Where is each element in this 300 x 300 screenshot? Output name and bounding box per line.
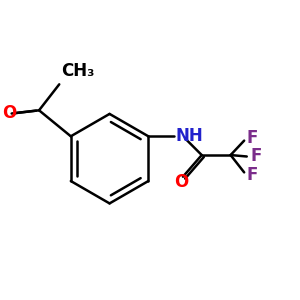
Text: F: F [247,129,258,147]
Text: CH₃: CH₃ [61,62,94,80]
Text: F: F [250,148,262,166]
Text: NH: NH [176,127,203,145]
Text: O: O [2,104,16,122]
Text: F: F [247,166,258,184]
Text: O: O [174,173,189,191]
